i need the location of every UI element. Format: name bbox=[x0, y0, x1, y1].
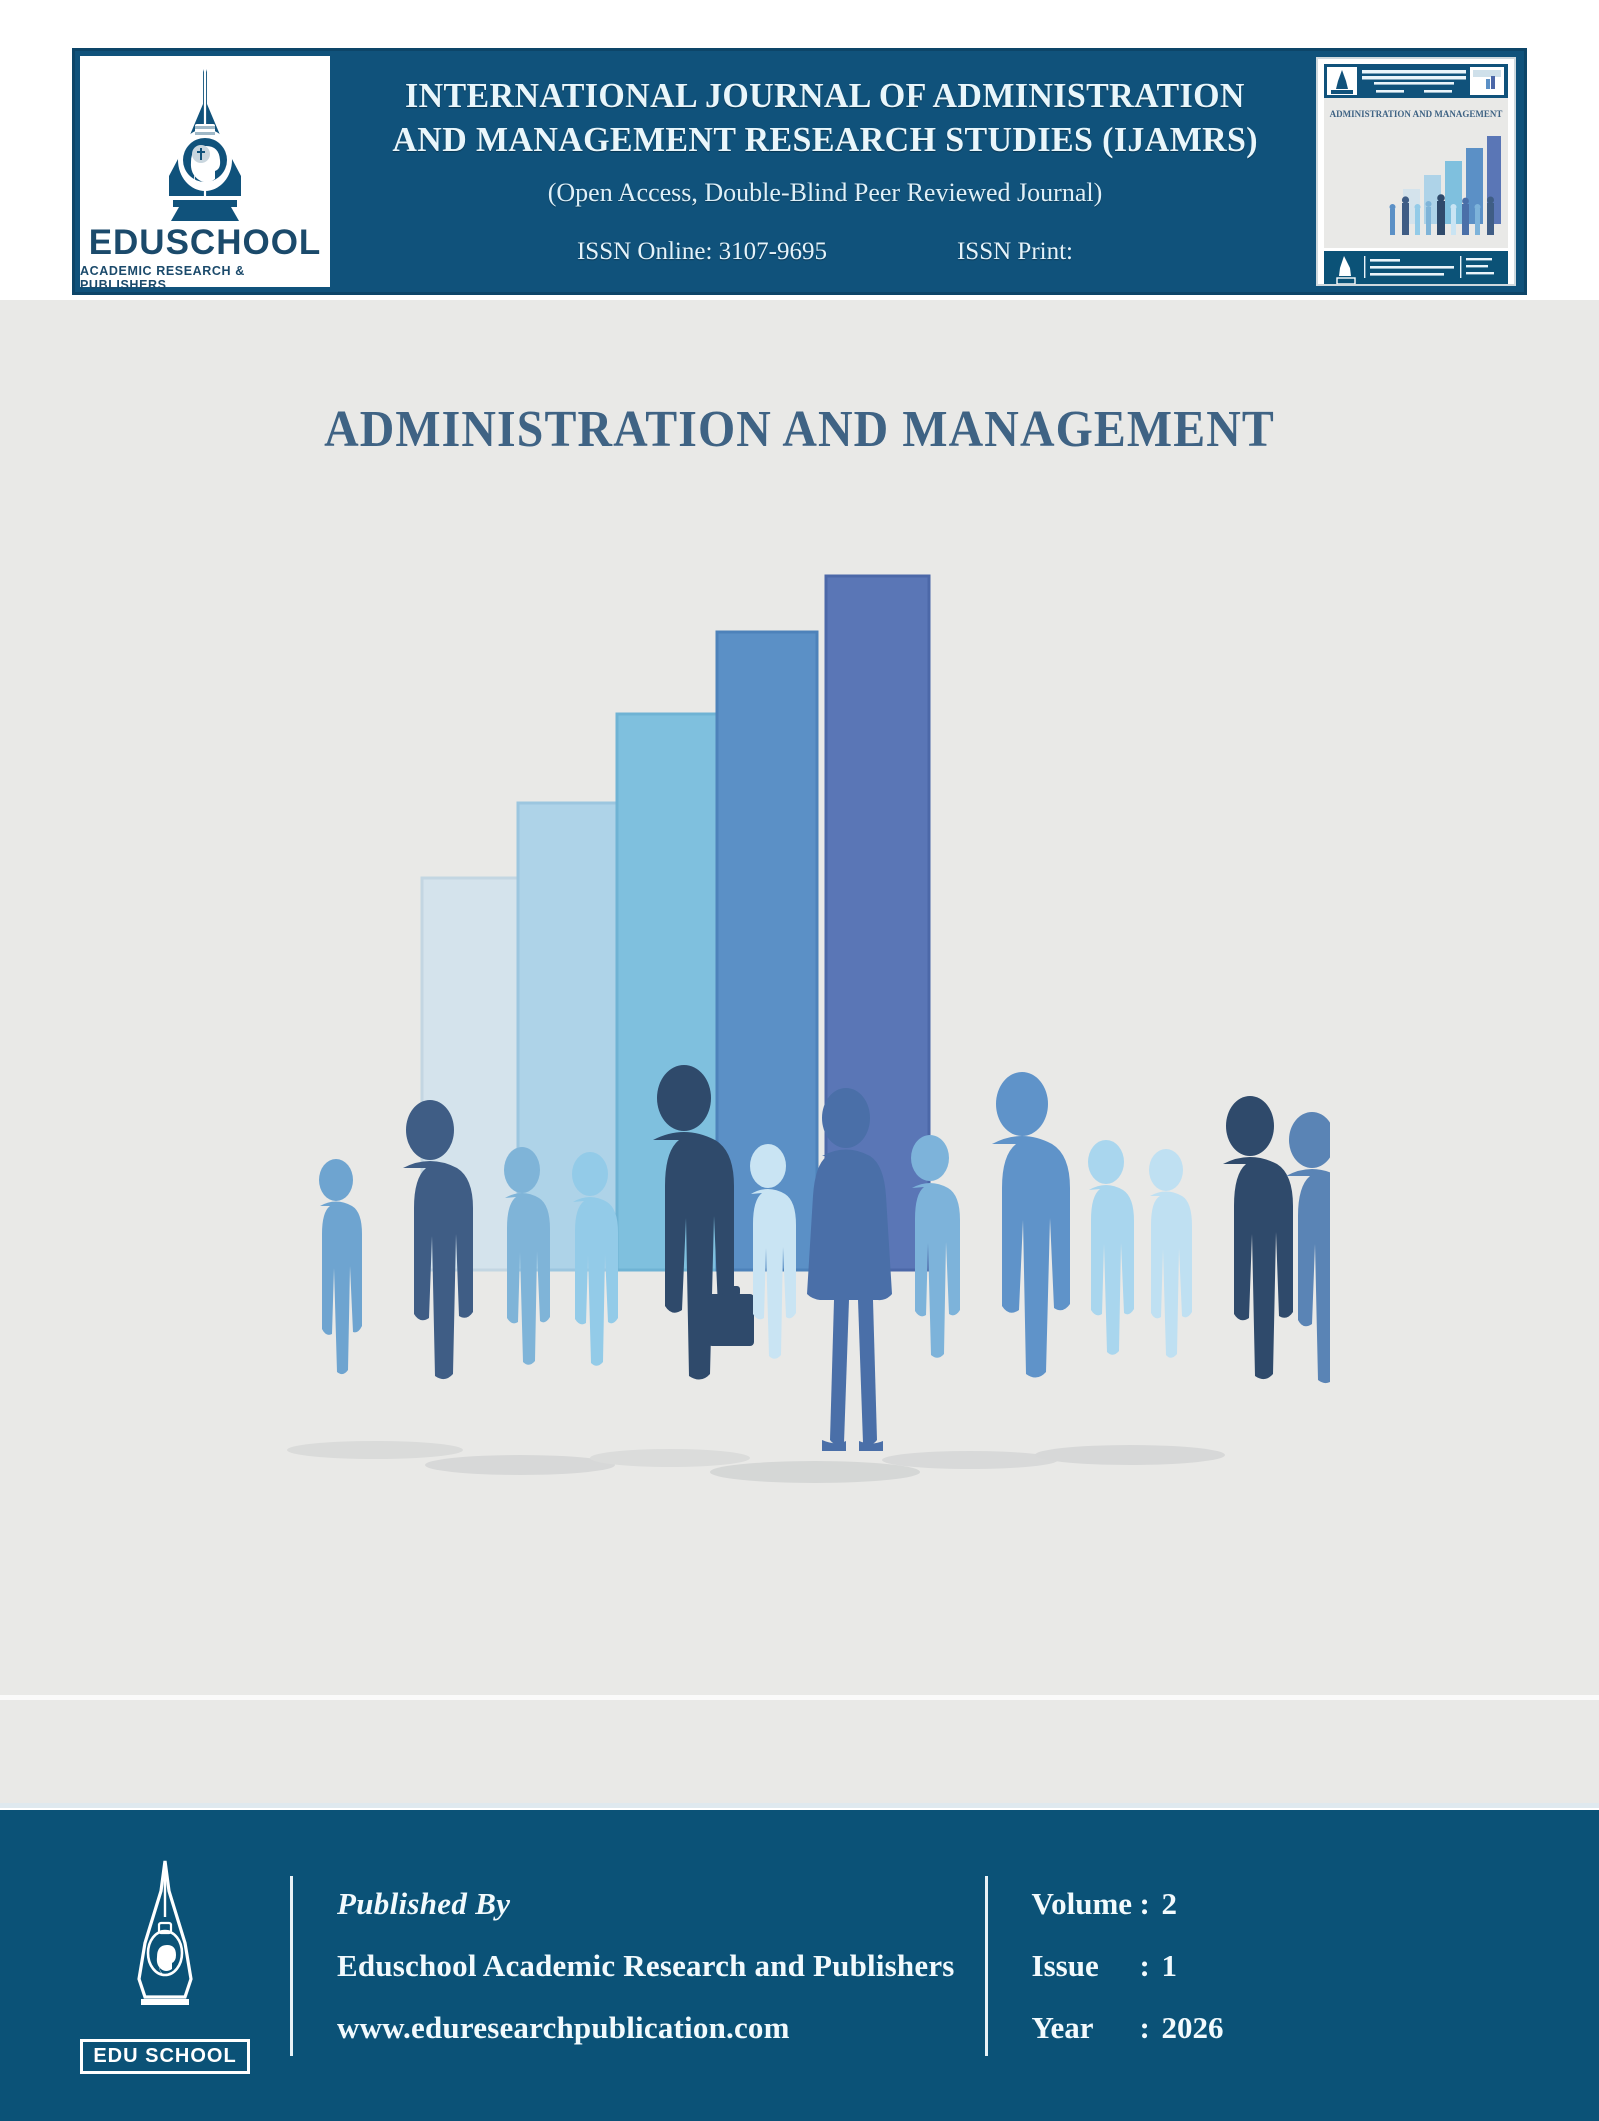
svg-text:ADMINISTRATION AND MANAGEMENT: ADMINISTRATION AND MANAGEMENT bbox=[1330, 109, 1503, 119]
person-silhouette bbox=[992, 1072, 1070, 1378]
footer-divider-2 bbox=[984, 1875, 988, 2056]
footer-top-accent-line bbox=[0, 1803, 1599, 1808]
logo-tagline-text: ACADEMIC RESEARCH & PUBLISHERS bbox=[80, 264, 245, 292]
issue-line: Issue : 1 bbox=[1032, 1935, 1224, 1997]
header-text-block: INTERNATIONAL JOURNAL OF ADMINISTRATION … bbox=[330, 51, 1316, 292]
cover-illustration bbox=[270, 570, 1330, 1490]
business-people-silhouettes bbox=[319, 1065, 1330, 1451]
volume-value: 2 bbox=[1161, 1885, 1178, 1921]
year-label: Year bbox=[1031, 2009, 1094, 2045]
pen-nib-lightbulb-head-icon bbox=[105, 1857, 225, 2037]
issn-row: ISSN Online: 3107-9695 ISSN Print: bbox=[344, 238, 1306, 266]
footer-divider-1 bbox=[290, 1875, 293, 2056]
cover-footer: EDU SCHOOL Published By Eduschool Academ… bbox=[0, 1810, 1599, 2121]
person-silhouette bbox=[1149, 1149, 1192, 1358]
content-divider-line bbox=[0, 1695, 1599, 1700]
people-shadows bbox=[287, 1441, 1225, 1483]
year-separator: : bbox=[1139, 2009, 1150, 2045]
person-silhouette-with-briefcase bbox=[653, 1065, 754, 1380]
person-silhouette bbox=[572, 1152, 618, 1366]
volume-label: Volume bbox=[1031, 1885, 1133, 1921]
person-silhouette bbox=[504, 1147, 550, 1365]
cover-thumbnail: ADMINISTRATION AND MANAGEMENT bbox=[1316, 57, 1516, 286]
issue-info-block: Volume : 2 Issue : 1 Year : 2026 bbox=[988, 1873, 1224, 2059]
footer-logo-plate-text: EDU SCHOOL bbox=[80, 2039, 250, 2074]
journal-subtitle: (Open Access, Double-Blind Peer Reviewed… bbox=[547, 177, 1103, 207]
issn-print-text: ISSN Print: bbox=[956, 237, 1073, 265]
year-value: 2026 bbox=[1161, 2009, 1224, 2045]
person-silhouette bbox=[911, 1135, 960, 1358]
volume-line: Volume : 2 bbox=[1032, 1873, 1224, 1935]
journal-title-line-1: INTERNATIONAL JOURNAL OF ADMINISTRATION bbox=[405, 75, 1245, 115]
lower-blank-strip bbox=[0, 1742, 1599, 1806]
cover-main-area: ADMINISTRATION AND MANAGEMENT bbox=[0, 300, 1599, 1742]
logo-brand-text: EDUSCHOOL bbox=[88, 223, 322, 262]
issn-online-text: ISSN Online: 3107-9695 bbox=[576, 237, 827, 265]
person-silhouette bbox=[1088, 1140, 1134, 1355]
year-line: Year : 2026 bbox=[1032, 1997, 1224, 2059]
issue-label: Issue bbox=[1031, 1947, 1099, 1983]
volume-separator: : bbox=[1139, 1885, 1150, 1921]
publisher-logo: EDUSCHOOL ACADEMIC RESEARCH & PUBLISHERS bbox=[80, 56, 330, 292]
person-silhouette bbox=[1286, 1112, 1330, 1383]
published-by-label: Published By bbox=[337, 1885, 511, 1921]
person-silhouette bbox=[750, 1144, 796, 1359]
person-silhouette bbox=[1223, 1096, 1293, 1380]
bar-chart-and-people-graphic bbox=[287, 574, 1330, 1483]
footer-publisher-logo: EDU SCHOOL bbox=[0, 1857, 290, 2074]
publisher-info-block: Published By Eduschool Academic Research… bbox=[293, 1873, 955, 2059]
publisher-name: Eduschool Academic Research and Publishe… bbox=[337, 1947, 955, 1983]
publisher-website[interactable]: www.eduresearchpublication.com bbox=[337, 2009, 790, 2045]
person-silhouette bbox=[403, 1100, 473, 1380]
issue-separator: : bbox=[1139, 1947, 1150, 1983]
pen-nib-lightbulb-head-icon bbox=[129, 64, 281, 224]
person-silhouette bbox=[319, 1159, 362, 1375]
cover-header: EDUSCHOOL ACADEMIC RESEARCH & PUBLISHERS… bbox=[72, 48, 1527, 295]
journal-title-line-2: AND MANAGEMENT RESEARCH STUDIES (IJAMRS) bbox=[392, 119, 1258, 159]
cover-subject-title: ADMINISTRATION AND MANAGEMENT bbox=[324, 401, 1275, 458]
person-silhouette-woman bbox=[807, 1088, 892, 1451]
issue-value: 1 bbox=[1161, 1947, 1178, 1983]
